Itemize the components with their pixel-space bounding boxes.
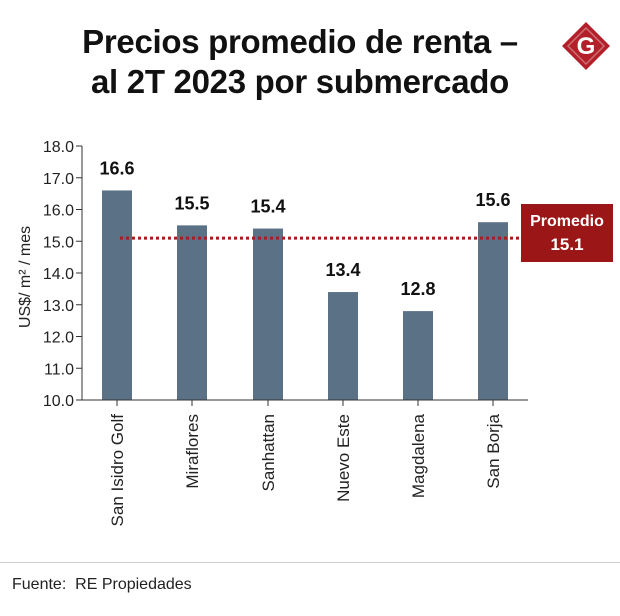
x-category-label: San Isidro Golf [108, 414, 127, 527]
source-name: RE Propiedades [75, 576, 192, 593]
y-tick-label: 12.0 [43, 330, 74, 347]
logo-letter: G [577, 33, 596, 60]
bar-data-label: 15.6 [475, 190, 510, 210]
source-footer: Fuente: RE Propiedades [12, 576, 192, 594]
chart-title: Precios promedio de renta – al 2T 2023 p… [40, 22, 560, 102]
logo-diamond-inner [566, 26, 606, 66]
bar-chart: 10.0 11.0 12.0 13.0 14.0 15.0 16.0 17.0 18.0 US$/… [17, 139, 613, 527]
bar [403, 311, 433, 400]
bar [102, 190, 132, 400]
bar [478, 222, 508, 400]
bar-data-label: 15.4 [250, 197, 285, 217]
average-badge-value: 15.1 [550, 235, 583, 254]
x-category-label: San Borja [484, 413, 503, 488]
brand-logo: G [562, 22, 610, 70]
y-tick-label: 18.0 [43, 139, 74, 156]
x-category-label: Sanhattan [259, 414, 278, 492]
title-line-1: Precios promedio de renta – [82, 23, 518, 60]
x-category-label: Nuevo Este [334, 414, 353, 502]
bar [253, 228, 283, 400]
average-badge [521, 204, 613, 262]
logo-diamond-shape [562, 22, 610, 70]
bar-data-label: 13.4 [325, 260, 360, 280]
footer-divider [0, 562, 620, 563]
x-category-label: Miraflores [183, 414, 202, 489]
y-tick-label: 14.0 [43, 266, 74, 283]
bar-data-label: 15.5 [174, 193, 209, 213]
y-tick-label: 10.0 [43, 393, 74, 410]
y-tick-label: 11.0 [44, 361, 74, 378]
y-tick-label: 16.0 [43, 203, 74, 220]
y-tick-label: 15.0 [43, 234, 74, 251]
source-label: Fuente: [12, 576, 67, 593]
y-axis-title: US$/ m² / mes [17, 226, 34, 328]
bar-data-label: 12.8 [400, 279, 435, 299]
bar [328, 292, 358, 400]
y-tick-label: 13.0 [43, 298, 74, 315]
title-line-2: al 2T 2023 por submercado [90, 63, 509, 100]
bar-data-label: 16.6 [99, 158, 134, 178]
y-tick-label: 17.0 [43, 171, 74, 188]
bar [177, 225, 207, 400]
x-category-label: Magdalena [409, 413, 428, 498]
average-badge-label: Promedio [530, 213, 604, 230]
